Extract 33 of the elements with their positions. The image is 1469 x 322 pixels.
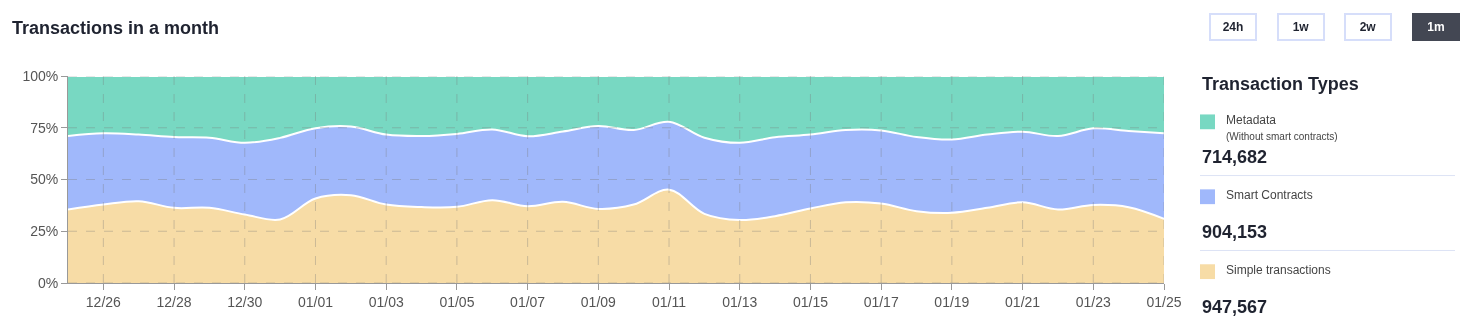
- x-tick-label: 01/07: [510, 293, 546, 310]
- x-tick-label: 01/25: [1146, 293, 1182, 310]
- x-tick-label: 12/30: [227, 293, 263, 310]
- x-tick-label: 12/28: [156, 293, 192, 310]
- legend-label: Simple transactions: [1226, 263, 1331, 277]
- x-tick-label: 01/05: [439, 293, 475, 310]
- x-tick-label: 01/09: [580, 293, 617, 310]
- y-tick-label: 100%: [22, 67, 59, 84]
- text: 714,682: [1202, 147, 1268, 167]
- x-tick-label: 01/15: [792, 293, 829, 310]
- legend-title: Transaction Types: [1202, 74, 1359, 94]
- text: 24h: [1222, 20, 1244, 34]
- x-tick-label: 01/19: [934, 293, 970, 310]
- x-tick-label: 01/11: [652, 293, 687, 310]
- legend-label: Metadata (Without smart contracts): [1226, 113, 1338, 142]
- text: 1m: [1427, 20, 1445, 34]
- x-tick-label: 01/13: [722, 293, 758, 310]
- text: 1w: [1292, 20, 1310, 34]
- x-tick-label: 01/23: [1075, 293, 1112, 310]
- x-tick-label: 01/17: [863, 293, 899, 310]
- chart-title: Transactions in a month: [12, 18, 220, 38]
- x-tick-label: 01/21: [1005, 293, 1041, 310]
- text: 947,567: [1202, 297, 1268, 317]
- y-tick-label: 25%: [30, 223, 59, 240]
- y-tick-label: 50%: [30, 171, 59, 188]
- y-tick-label: 0%: [37, 274, 59, 291]
- x-tick-label: 01/03: [368, 293, 404, 310]
- x-tick-label: 12/26: [85, 293, 122, 310]
- legend-label: Smart Contracts: [1226, 188, 1313, 202]
- x-tick-label: 01/01: [297, 293, 334, 310]
- y-tick-label: 75%: [30, 119, 59, 136]
- text: 904,153: [1202, 222, 1268, 242]
- text: 2w: [1359, 20, 1377, 34]
